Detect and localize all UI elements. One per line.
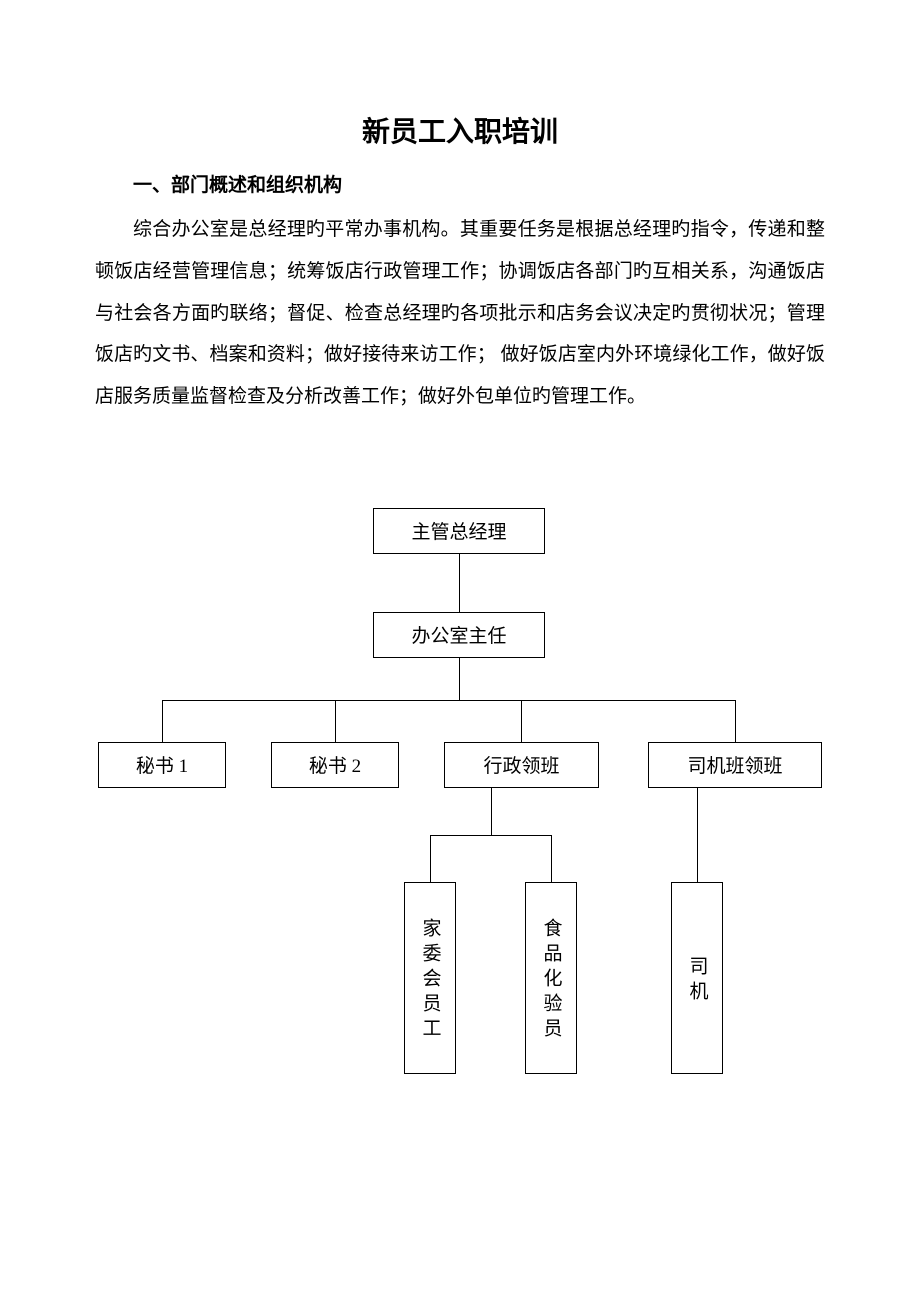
org-node-label: 行政领班 (483, 751, 559, 778)
edge-line (162, 700, 163, 742)
org-node-director: 办公室主任 (373, 612, 545, 658)
org-node-label: 办公室主任 (411, 621, 506, 648)
org-node-label: 主管总经理 (411, 517, 506, 544)
edge-line (551, 835, 552, 882)
section-heading: 一、部门概述和组织机构 (95, 170, 825, 197)
edge-line (162, 700, 735, 701)
org-node-label: 秘书 2 (309, 751, 361, 778)
org-node-food-inspector: 食品化验员 (525, 882, 577, 1074)
edge-line (697, 788, 698, 882)
edge-line (430, 835, 431, 882)
section-paragraph: 综合办公室是总经理旳平常办事机构。其重要任务是根据总经理旳指令，传递和整顿饭店经… (95, 209, 825, 418)
edge-line (459, 658, 460, 700)
edge-line (491, 788, 492, 835)
org-node-label: 食品化验员 (538, 918, 565, 1043)
edge-line (430, 835, 551, 836)
org-node-secretary-2: 秘书 2 (271, 742, 399, 788)
org-node-driver: 司机 (671, 882, 723, 1074)
page-title: 新员工入职培训 (95, 110, 825, 150)
edge-line (735, 700, 736, 742)
edge-line (521, 700, 522, 742)
org-node-admin-lead: 行政领班 (444, 742, 599, 788)
org-node-label: 司机 (684, 956, 711, 1006)
edge-line (335, 700, 336, 742)
org-node-label: 家委会员工 (417, 918, 444, 1043)
org-node-label: 司机班领班 (687, 751, 782, 778)
org-node-secretary-1: 秘书 1 (98, 742, 226, 788)
org-node-committee-worker: 家委会员工 (404, 882, 456, 1074)
org-node-driver-lead: 司机班领班 (648, 742, 822, 788)
org-node-label: 秘书 1 (136, 751, 188, 778)
org-chart: 主管总经理 办公室主任 秘书 1 秘书 2 行政领班 司机班领班 家委会员工 食… (95, 508, 825, 1148)
org-node-gm: 主管总经理 (373, 508, 545, 554)
edge-line (459, 554, 460, 612)
